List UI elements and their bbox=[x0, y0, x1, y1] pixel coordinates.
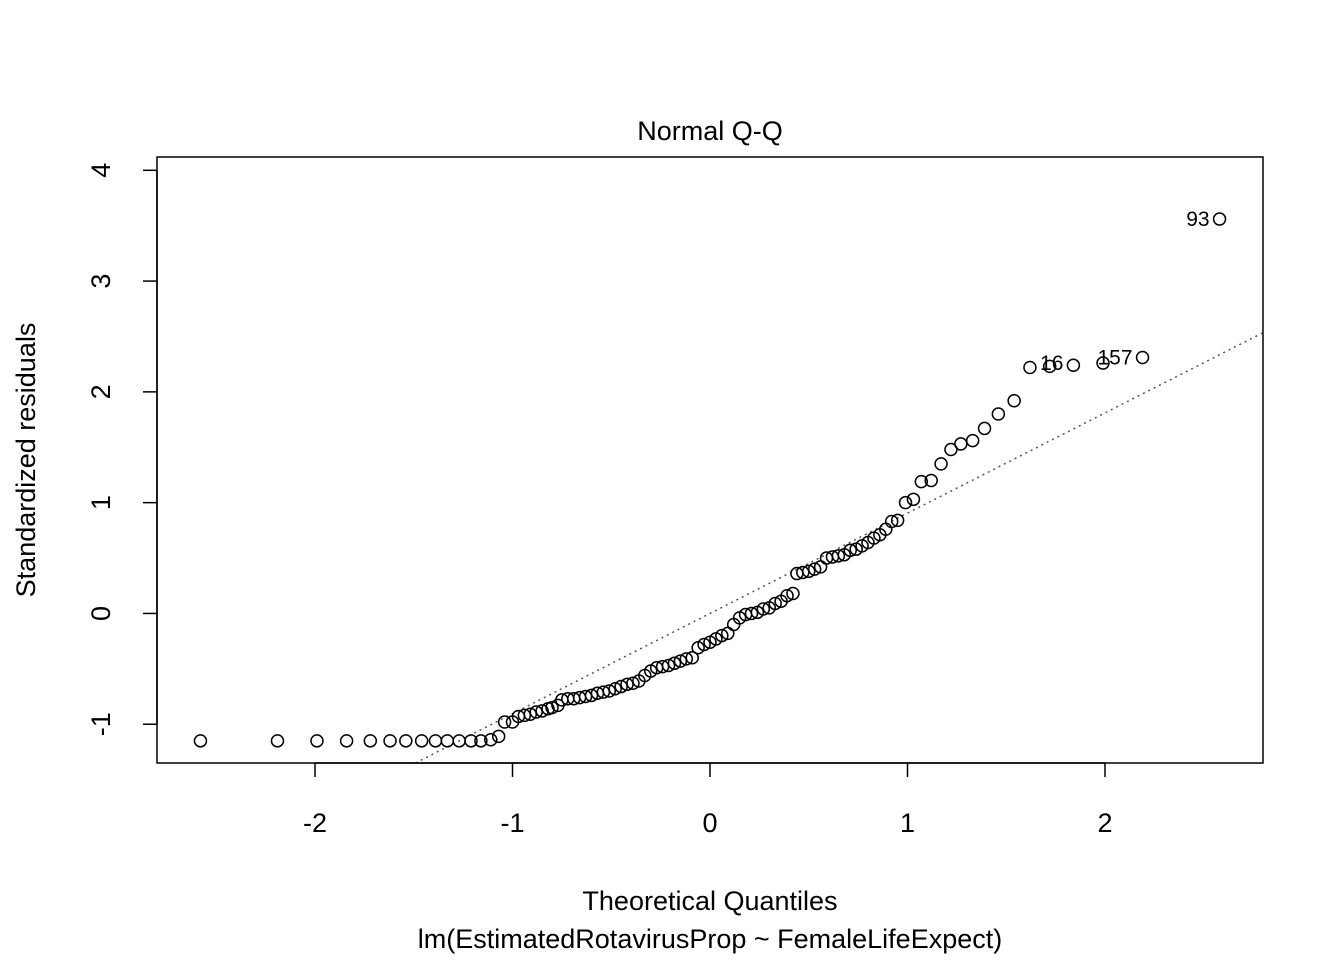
plot-frame bbox=[156, 156, 1264, 764]
x-tick-label: -1 bbox=[500, 808, 524, 838]
qq-point bbox=[786, 586, 800, 601]
qq-point bbox=[383, 734, 397, 748]
qq-point bbox=[685, 651, 699, 665]
qq-point bbox=[914, 474, 929, 489]
qq-point bbox=[474, 734, 488, 748]
y-tick-label: 1 bbox=[86, 495, 116, 510]
y-tick-label: 2 bbox=[86, 384, 116, 399]
qq-point bbox=[1023, 360, 1037, 375]
qq-point bbox=[780, 588, 794, 603]
qq-point bbox=[1007, 393, 1021, 408]
point-labels-layer: 93 16 157 bbox=[1040, 208, 1210, 375]
qq-point bbox=[399, 734, 413, 748]
qq-point bbox=[807, 562, 822, 576]
y-axis: -1 0 1 2 3 4 bbox=[86, 163, 158, 736]
chart-subtitle: lm(EstimatedRotavirusProp ~ FemaleLifeEx… bbox=[418, 924, 1002, 954]
qq-point bbox=[934, 457, 948, 471]
qq-point bbox=[602, 684, 617, 698]
qq-point bbox=[661, 658, 676, 673]
x-tick-label: 1 bbox=[900, 808, 915, 838]
point-label: 157 bbox=[1097, 347, 1132, 370]
qq-point bbox=[339, 734, 354, 748]
y-tick-label: 0 bbox=[86, 606, 116, 621]
qq-point bbox=[906, 492, 921, 507]
qq-point bbox=[831, 549, 846, 563]
qq-point bbox=[667, 656, 682, 671]
point-label: 16 bbox=[1040, 352, 1063, 375]
qq-point bbox=[991, 407, 1006, 421]
qq-point bbox=[954, 437, 968, 451]
qq-point bbox=[440, 734, 455, 748]
qq-point bbox=[1096, 356, 1110, 370]
qq-point bbox=[715, 628, 729, 643]
qq-point bbox=[270, 734, 285, 748]
chart-title: Normal Q-Q bbox=[637, 116, 783, 146]
qq-point bbox=[363, 734, 378, 748]
y-tick-label: -1 bbox=[86, 712, 116, 736]
x-axis: -2 -1 0 1 2 bbox=[303, 762, 1113, 838]
qq-point bbox=[768, 596, 782, 611]
qq-point bbox=[697, 637, 711, 652]
qq-point bbox=[193, 734, 208, 748]
qq-point bbox=[679, 652, 694, 666]
qq-point bbox=[924, 473, 938, 488]
x-tick-label: 2 bbox=[1097, 808, 1112, 838]
qq-point bbox=[1135, 350, 1150, 365]
qq-point bbox=[1066, 358, 1081, 373]
qq-point bbox=[744, 606, 759, 621]
y-tick-label: 4 bbox=[86, 163, 116, 178]
qq-point bbox=[414, 734, 429, 748]
y-tick-label: 3 bbox=[86, 274, 116, 289]
reference-line bbox=[415, 332, 1264, 764]
qq-point bbox=[497, 715, 512, 729]
qq-point bbox=[464, 734, 478, 748]
qq-point bbox=[884, 514, 899, 529]
qq-point bbox=[310, 734, 324, 748]
qq-point bbox=[843, 543, 857, 558]
qq-point bbox=[545, 700, 559, 715]
qq-point bbox=[977, 421, 992, 436]
qq-point bbox=[890, 513, 905, 528]
qq-point bbox=[428, 734, 443, 748]
qq-point bbox=[802, 564, 816, 579]
qq-point bbox=[1212, 212, 1227, 226]
qq-point bbox=[626, 676, 640, 690]
point-label: 93 bbox=[1186, 208, 1209, 231]
x-tick-label: -2 bbox=[303, 808, 327, 838]
qq-point bbox=[608, 682, 622, 696]
x-tick-label: 0 bbox=[702, 808, 717, 838]
qq-point bbox=[491, 729, 506, 744]
qq-point bbox=[944, 442, 958, 457]
qq-point bbox=[484, 732, 498, 747]
reference-line-layer bbox=[415, 332, 1264, 764]
qq-point bbox=[535, 704, 549, 718]
y-axis-label: Standardized residuals bbox=[11, 323, 41, 598]
x-axis-label: Theoretical Quantiles bbox=[582, 886, 837, 916]
qq-point bbox=[1042, 359, 1057, 374]
qq-point bbox=[965, 433, 980, 448]
qq-point bbox=[898, 495, 913, 510]
qq-point bbox=[756, 602, 771, 616]
points-layer bbox=[193, 212, 1227, 748]
